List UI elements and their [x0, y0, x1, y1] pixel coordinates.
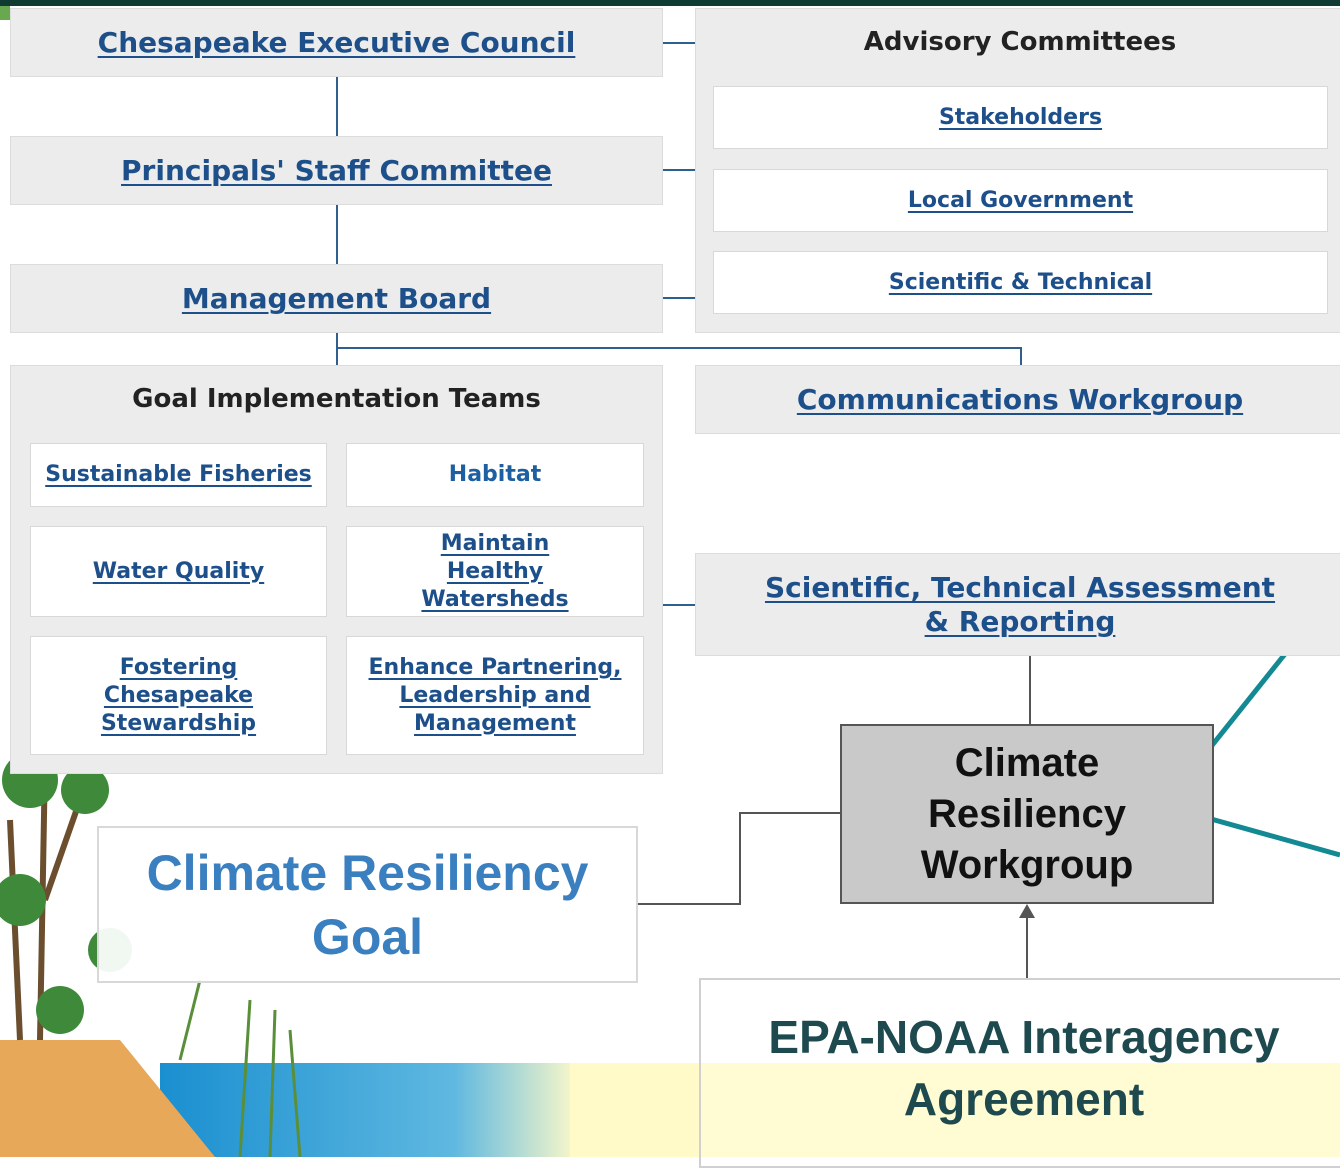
star-box: Scientific, Technical Assessment & Repor…: [695, 553, 1340, 656]
git-item: Sustainable Fisheries: [30, 443, 327, 507]
git-item: Habitat: [346, 443, 644, 507]
page: Chesapeake Executive Council Principals'…: [0, 0, 1340, 1157]
workgroup-label: Climate Resiliency Workgroup: [912, 738, 1142, 891]
psc-box: Principals' Staff Committee: [10, 136, 663, 205]
psc-link[interactable]: Principals' Staff Committee: [121, 154, 552, 187]
advisory-link[interactable]: Local Government: [908, 187, 1133, 215]
council-link[interactable]: Chesapeake Executive Council: [98, 26, 576, 59]
goal-box: Climate Resiliency Goal: [97, 826, 638, 983]
advisory-item: Scientific & Technical: [713, 251, 1328, 314]
communications-box: Communications Workgroup: [695, 365, 1340, 434]
workgroup-box: Climate Resiliency Workgroup: [840, 724, 1214, 904]
git-link[interactable]: Water Quality: [93, 558, 264, 586]
board-box: Management Board: [10, 264, 663, 333]
git-link[interactable]: Habitat: [449, 461, 541, 489]
advisory-item: Stakeholders: [713, 86, 1328, 149]
communications-link[interactable]: Communications Workgroup: [797, 383, 1243, 416]
git-link[interactable]: Enhance Partnering, Leadership and Manag…: [367, 654, 623, 738]
advisory-title: Advisory Committees: [864, 27, 1176, 57]
council-box: Chesapeake Executive Council: [10, 8, 663, 77]
git-item: Fostering Chesapeake Stewardship: [30, 636, 327, 755]
agreement-label: EPA-NOAA Interagency Agreement: [721, 1006, 1327, 1130]
advisory-link[interactable]: Stakeholders: [939, 104, 1102, 132]
goal-label: Climate Resiliency Goal: [119, 841, 616, 969]
advisory-item: Local Government: [713, 169, 1328, 232]
git-link[interactable]: Maintain Healthy Watersheds: [407, 530, 583, 614]
git-link[interactable]: Sustainable Fisheries: [45, 461, 312, 489]
git-item: Maintain Healthy Watersheds: [346, 526, 644, 617]
git-title: Goal Implementation Teams: [132, 384, 541, 414]
git-item: Enhance Partnering, Leadership and Manag…: [346, 636, 644, 755]
git-link[interactable]: Fostering Chesapeake Stewardship: [101, 654, 256, 738]
star-link[interactable]: Scientific, Technical Assessment & Repor…: [756, 571, 1284, 639]
git-item: Water Quality: [30, 526, 327, 617]
advisory-link[interactable]: Scientific & Technical: [889, 269, 1152, 297]
board-link[interactable]: Management Board: [182, 282, 491, 315]
agreement-box: EPA-NOAA Interagency Agreement: [699, 978, 1340, 1168]
